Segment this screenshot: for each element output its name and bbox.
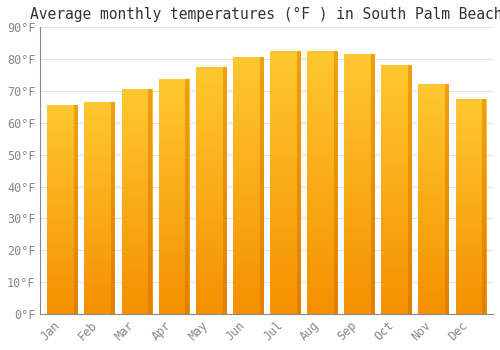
Title: Average monthly temperatures (°F ) in South Palm Beach: Average monthly temperatures (°F ) in So… bbox=[30, 7, 500, 22]
